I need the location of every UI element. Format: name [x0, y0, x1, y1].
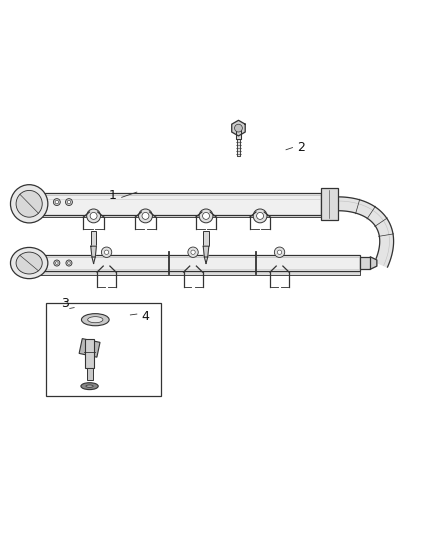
- Polygon shape: [237, 140, 240, 156]
- Circle shape: [54, 260, 60, 266]
- Polygon shape: [91, 246, 96, 257]
- Circle shape: [90, 213, 97, 220]
- Circle shape: [66, 199, 72, 206]
- Text: 4: 4: [141, 310, 149, 322]
- Text: 3: 3: [62, 297, 69, 310]
- Circle shape: [277, 250, 282, 254]
- Circle shape: [191, 250, 195, 254]
- Circle shape: [101, 247, 112, 257]
- Polygon shape: [236, 130, 241, 140]
- Circle shape: [87, 209, 100, 223]
- Circle shape: [274, 247, 285, 257]
- Bar: [87, 368, 92, 379]
- Bar: [360, 257, 371, 269]
- Text: 2: 2: [297, 141, 305, 154]
- Circle shape: [253, 209, 267, 223]
- Ellipse shape: [81, 313, 109, 326]
- Circle shape: [257, 213, 264, 220]
- Bar: [91, 231, 96, 246]
- Polygon shape: [232, 120, 245, 136]
- Ellipse shape: [11, 184, 48, 223]
- Circle shape: [199, 209, 213, 223]
- Bar: [85, 340, 94, 368]
- Bar: [46, 303, 161, 396]
- Bar: [79, 338, 100, 357]
- Ellipse shape: [88, 317, 103, 322]
- Polygon shape: [371, 257, 377, 269]
- Bar: [39, 255, 360, 271]
- Bar: [321, 188, 338, 220]
- Circle shape: [67, 200, 71, 204]
- Bar: [39, 259, 360, 274]
- Bar: [203, 231, 209, 246]
- Circle shape: [55, 200, 59, 204]
- Circle shape: [202, 213, 209, 220]
- Circle shape: [142, 213, 149, 220]
- Text: 1: 1: [109, 189, 117, 201]
- Circle shape: [56, 262, 58, 264]
- Circle shape: [66, 260, 72, 266]
- Ellipse shape: [16, 190, 42, 217]
- Bar: [39, 195, 321, 217]
- Ellipse shape: [81, 383, 98, 390]
- Circle shape: [235, 124, 242, 132]
- Circle shape: [53, 199, 60, 206]
- Circle shape: [138, 209, 152, 223]
- Bar: [39, 192, 321, 215]
- Polygon shape: [338, 197, 394, 267]
- Ellipse shape: [86, 385, 93, 387]
- Ellipse shape: [16, 252, 42, 274]
- Circle shape: [188, 247, 198, 257]
- Circle shape: [104, 250, 109, 254]
- Ellipse shape: [11, 247, 48, 279]
- Circle shape: [67, 262, 70, 264]
- Polygon shape: [203, 246, 209, 257]
